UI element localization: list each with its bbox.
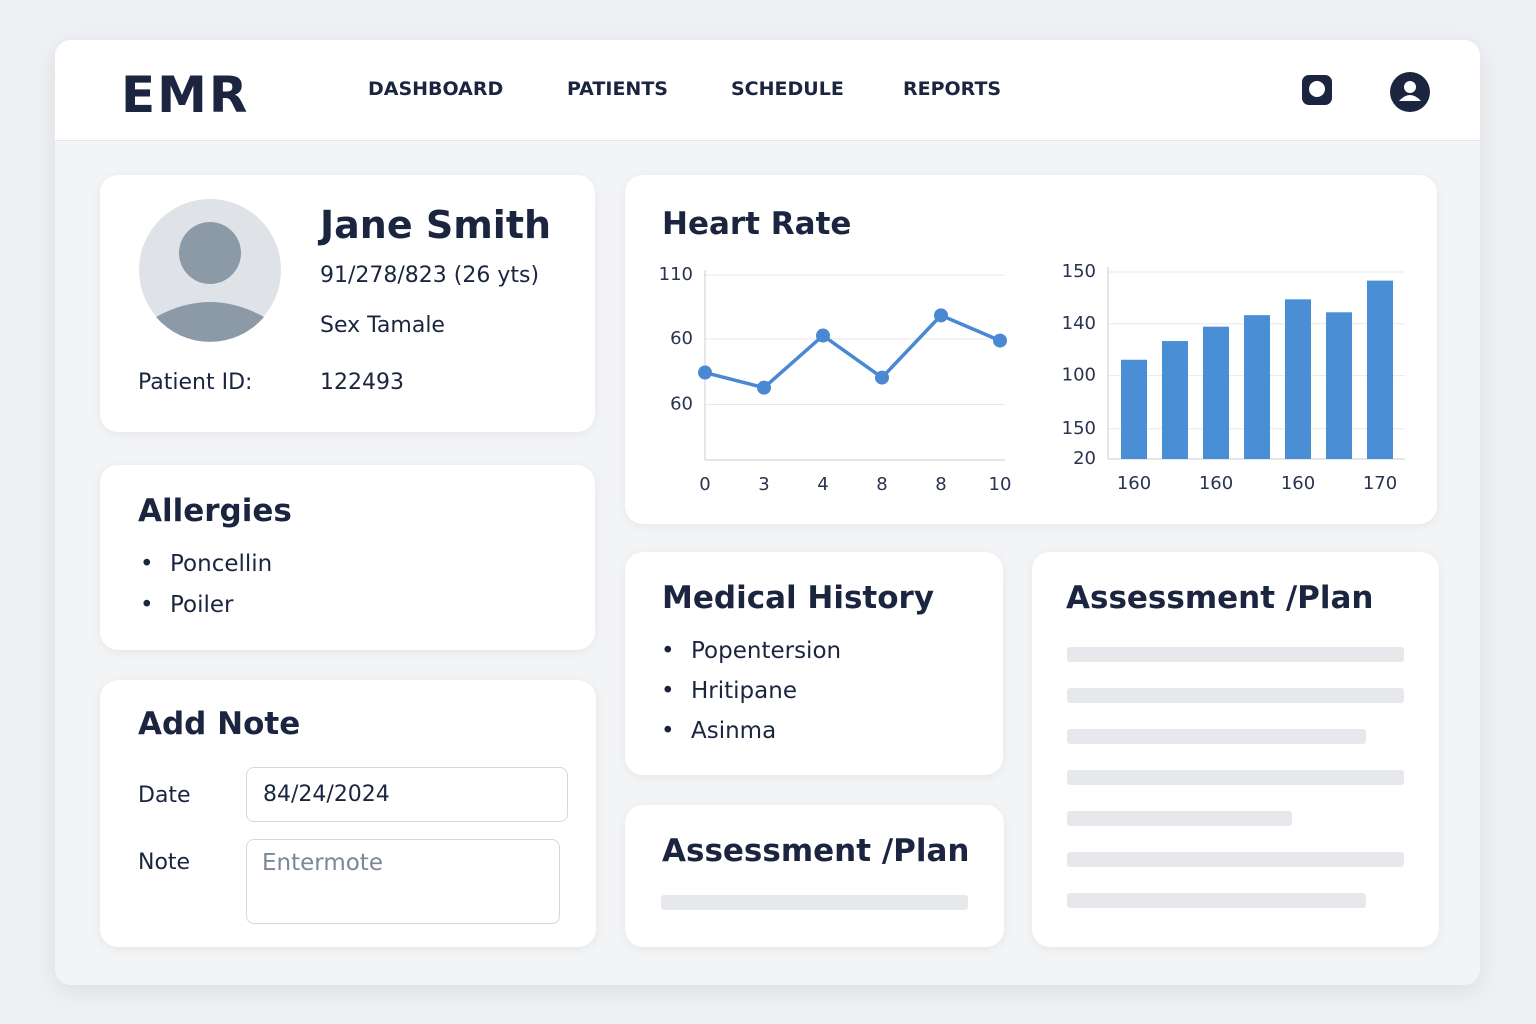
note-input[interactable]: Entermote (246, 839, 560, 924)
card-title: Heart Rate (662, 206, 852, 242)
x-tick-label: 160 (1281, 473, 1315, 494)
bar (1244, 315, 1270, 459)
avatar (139, 199, 281, 342)
message-icon[interactable] (1301, 74, 1333, 106)
y-tick-label: 60 (670, 394, 693, 415)
x-tick-label: 8 (935, 474, 946, 495)
history-item: Asinma (661, 718, 776, 744)
x-tick-label: 170 (1363, 473, 1397, 494)
card-title: Assessment /Plan (662, 833, 970, 869)
placeholder-line (1067, 647, 1404, 662)
nav-link[interactable]: PATIENTS (567, 78, 668, 100)
point (875, 370, 889, 385)
y-tick-label: 20 (1073, 448, 1096, 469)
y-tick-label: 150 (1062, 418, 1096, 439)
add-note-card: Add Note Date 84/24/2024 Note Entermote (100, 680, 596, 947)
line (704, 313, 1001, 390)
bar (1326, 312, 1352, 459)
date-value: 84/24/2024 (263, 782, 390, 807)
assessment-card: Assessment /Plan (625, 805, 1004, 947)
placeholder-line (1067, 852, 1404, 867)
history-item: Hritipane (661, 678, 797, 704)
placeholder-line (661, 895, 968, 910)
placeholder-line (1067, 811, 1292, 826)
patient-id: 122493 (320, 370, 404, 395)
placeholder-line (1067, 688, 1404, 703)
date-input[interactable]: 84/24/2024 (246, 767, 568, 822)
x-tick-label: 3 (758, 474, 769, 495)
bar (1285, 299, 1311, 459)
allergies-card: Allergies Poncellin Poiler (100, 465, 595, 650)
nav-link[interactable]: REPORTS (903, 78, 1002, 100)
card-title: Medical History (662, 580, 935, 616)
patient-name: Jane Smith (320, 203, 552, 247)
y-tick-label: 150 (1062, 261, 1096, 282)
y-tick-label: 60 (670, 328, 693, 349)
point (993, 333, 1007, 348)
history-item: Popentersion (661, 638, 841, 664)
logo[interactable]: EMR (121, 66, 250, 124)
heart-rate-card: Heart Rate 110 60 60 0 3 4 8 8 10 150 140 100 150 20 1… (625, 175, 1437, 524)
card-title: Allergies (138, 493, 292, 529)
nav-link[interactable]: DASHBOARD (368, 78, 504, 100)
patient-dob: 91/278/823 (26 yts) (320, 263, 540, 288)
profile-icon[interactable] (1389, 71, 1431, 113)
placeholder-line (1067, 729, 1366, 744)
bar (1203, 326, 1229, 459)
x-tick-label: 0 (699, 474, 710, 495)
assessment-card: Assessment /Plan (1032, 552, 1439, 947)
card-title: Assessment /Plan (1066, 580, 1374, 616)
placeholder-line (1067, 770, 1404, 785)
point (934, 308, 948, 323)
top-bar: EMR DASHBOARD PATIENTS SCHEDULE REPORTS (55, 40, 1480, 141)
x-tick-label: 4 (817, 474, 828, 495)
bar (1162, 341, 1188, 459)
field-label: Date (138, 783, 191, 808)
placeholder-line (1067, 893, 1366, 908)
point (757, 380, 771, 395)
allergy-item: Poncellin (140, 551, 272, 577)
x-tick-label: 160 (1199, 473, 1233, 494)
y-tick-label: 140 (1062, 313, 1096, 334)
allergy-item: Poiler (140, 592, 233, 618)
field-label: Note (138, 850, 191, 875)
patient-card: Jane Smith 91/278/823 (26 yts) Sex Tamal… (100, 175, 595, 432)
nav-link[interactable]: SCHEDULE (731, 78, 844, 100)
placeholder: Entermote (262, 850, 383, 876)
charts: 110 60 60 0 3 4 8 8 10 150 140 100 150 20 160 160 160 170 (659, 261, 1405, 495)
patient-id-label: Patient ID: (138, 370, 253, 395)
patient-sex: Sex Tamale (320, 313, 445, 338)
bar (1121, 359, 1147, 459)
point (816, 328, 830, 343)
bar (1367, 280, 1393, 459)
x-tick-label: 8 (876, 474, 887, 495)
card-title: Add Note (138, 706, 301, 742)
y-tick-label: 100 (1062, 365, 1096, 386)
point (698, 365, 712, 380)
x-tick-label: 10 (989, 474, 1012, 495)
x-tick-label: 160 (1117, 473, 1151, 494)
y-tick-label: 110 (659, 264, 693, 285)
medical-history-card: Medical History Popentersion Hritipane A… (625, 552, 1003, 775)
